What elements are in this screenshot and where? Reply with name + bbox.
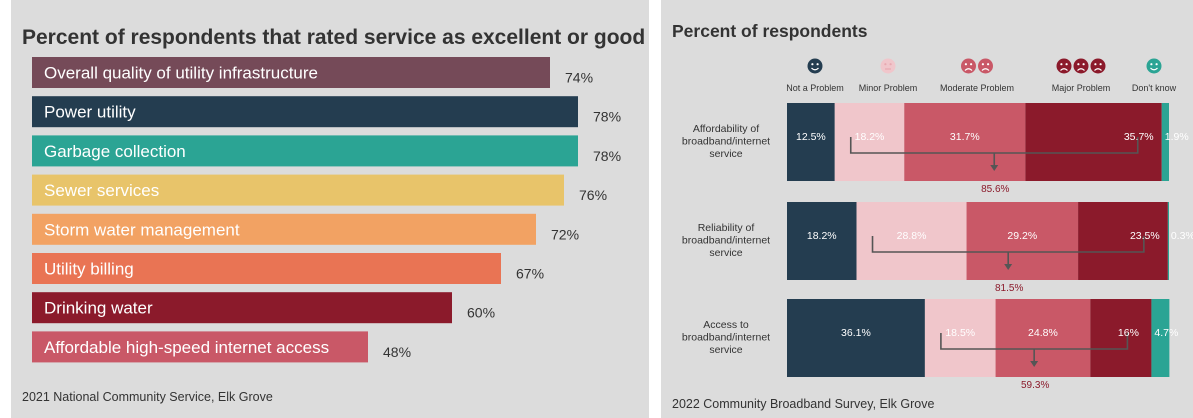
legend-label-1: Not a Problem	[786, 83, 844, 93]
segment-label-r3-5: 4.7%	[1154, 327, 1178, 339]
bracket-r3	[940, 333, 1129, 367]
bracket-total-1: 85.6%	[981, 184, 1009, 195]
bar-1	[32, 57, 550, 88]
segment-label-r2-2: 28.8%	[897, 230, 927, 242]
legend-label-4: Major Problem	[1052, 83, 1111, 93]
segment-r3-2	[924, 299, 996, 377]
bar-4	[32, 174, 564, 206]
bar-label-5: Storm water management	[44, 220, 240, 239]
bar-value-8: 48%	[383, 344, 411, 360]
bracket-total-3: 59.3%	[1021, 380, 1049, 391]
bar-value-1: 74%	[565, 70, 593, 86]
segment-label-r2-4: 23.5%	[1130, 230, 1160, 242]
segment-r1-2	[834, 103, 905, 181]
bar-5	[32, 213, 536, 245]
bar-value-6: 67%	[516, 266, 544, 282]
segment-label-r3-2: 18.5%	[945, 327, 975, 339]
legend-label-3: Moderate Problem	[940, 83, 1014, 93]
segment-r2-4	[1078, 202, 1168, 280]
left-bar-chart: Overall quality of utility infrastructur…	[32, 57, 621, 363]
segment-r3-1	[787, 299, 925, 377]
bar-label-1: Overall quality of utility infrastructur…	[44, 64, 318, 83]
frown-face-icon	[961, 58, 993, 74]
segment-r2-1	[787, 202, 857, 280]
left-chart-title: Percent of respondents that rated servic…	[22, 26, 646, 49]
segment-r1-4	[1025, 103, 1162, 181]
smiley-face-icon	[807, 58, 823, 74]
segment-label-r1-5: 1.9%	[1165, 131, 1189, 143]
bar-8	[32, 331, 368, 363]
bar-label-6: Utility billing	[44, 260, 134, 279]
category-label-3: Access to broadband/internet service	[682, 319, 770, 356]
category-label-1: Affordability of broadband/internet servic…	[682, 123, 770, 160]
legend-label-2: Minor Problem	[859, 83, 918, 93]
bar-label-8: Affordable high-speed internet access	[44, 338, 329, 357]
right-chart-title: Percent of respondents	[672, 21, 868, 41]
legend-label-5: Don't know	[1132, 83, 1177, 93]
bar-2	[32, 96, 578, 128]
segment-label-r3-3: 24.8%	[1028, 327, 1058, 339]
bar-label-2: Power utility	[44, 103, 136, 122]
segment-r3-5	[1151, 299, 1170, 377]
bar-label-3: Garbage collection	[44, 142, 186, 161]
segment-r1-3	[904, 103, 1026, 181]
segment-r1-1	[787, 103, 835, 181]
bar-value-5: 72%	[551, 226, 579, 242]
bar-value-2: 78%	[593, 109, 621, 125]
neutral-face-icon	[880, 58, 896, 74]
segment-label-r1-1: 12.5%	[796, 131, 826, 143]
right-source-note: 2022 Community Broadband Survey, Elk Gro…	[672, 397, 935, 411]
bar-value-4: 76%	[579, 187, 607, 203]
bracket-r2	[871, 236, 1145, 270]
segment-label-r3-1: 36.1%	[841, 327, 871, 339]
angry-face-icon	[1056, 58, 1106, 74]
segment-label-r1-3: 31.7%	[950, 131, 980, 143]
segment-label-r2-5: 0.3%	[1171, 230, 1193, 242]
bar-7	[32, 292, 452, 324]
segment-r3-4	[1090, 299, 1152, 377]
segment-label-r3-4: 16%	[1118, 327, 1139, 339]
left-chart-panel: Percent of respondents that rated servic…	[11, 0, 649, 418]
bar-label-7: Drinking water	[44, 299, 153, 318]
bracket-r1	[849, 137, 1139, 171]
right-stacked-bar-chart: Not a Problem Minor Problem Moderate Probl…	[682, 58, 1193, 391]
segment-label-r2-1: 18.2%	[807, 230, 837, 242]
segment-r3-3	[995, 299, 1091, 377]
bar-label-4: Sewer services	[44, 181, 159, 200]
segment-label-r1-2: 18.2%	[855, 131, 885, 143]
segment-r2-3	[966, 202, 1079, 280]
segment-label-r2-3: 29.2%	[1007, 230, 1037, 242]
segment-r2-5	[1167, 202, 1169, 280]
bar-value-7: 60%	[467, 305, 495, 321]
bar-3	[32, 135, 578, 167]
segment-r2-2	[856, 202, 967, 280]
bracket-total-2: 81.5%	[995, 283, 1023, 294]
bar-6	[32, 253, 501, 284]
category-label-2: Reliability of broadband/internet service	[682, 222, 770, 259]
confused-face-icon	[1146, 58, 1162, 74]
bar-value-3: 78%	[593, 148, 621, 164]
segment-r1-5	[1161, 103, 1169, 181]
segment-label-r1-4: 35.7%	[1124, 131, 1154, 143]
left-source-note: 2021 National Community Service, Elk Gro…	[22, 390, 273, 404]
right-chart-panel: Percent of respondents Not a Problem Mino…	[661, 0, 1193, 418]
